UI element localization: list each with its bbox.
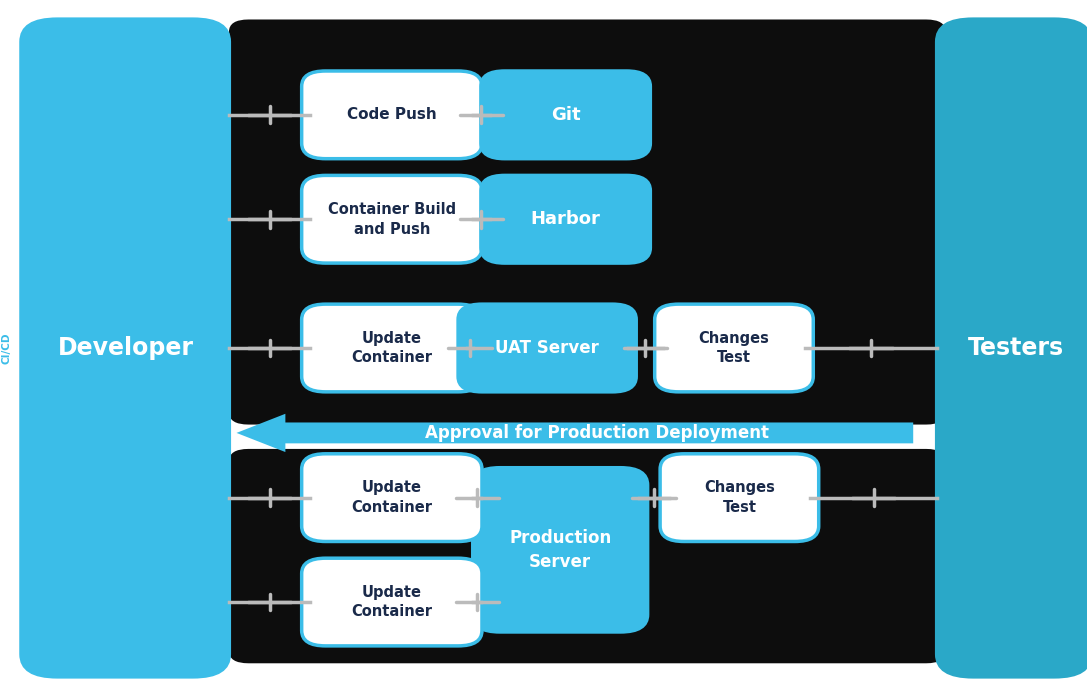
Text: Update
Container: Update Container: [351, 480, 433, 515]
Text: CI/CD: CI/CD: [1, 332, 11, 364]
Text: Update
Container: Update Container: [351, 585, 433, 619]
FancyBboxPatch shape: [480, 175, 650, 263]
Text: Git: Git: [551, 106, 580, 124]
Text: UAT Server: UAT Server: [496, 339, 599, 357]
FancyBboxPatch shape: [660, 454, 819, 541]
Text: Code Push: Code Push: [347, 107, 437, 122]
FancyBboxPatch shape: [302, 175, 482, 263]
FancyBboxPatch shape: [458, 304, 636, 392]
Text: Testers: Testers: [969, 336, 1064, 360]
FancyBboxPatch shape: [20, 17, 232, 679]
FancyBboxPatch shape: [302, 71, 482, 159]
FancyBboxPatch shape: [302, 304, 482, 392]
Polygon shape: [237, 413, 913, 452]
FancyBboxPatch shape: [302, 558, 482, 646]
Text: Production
Server: Production Server: [509, 529, 611, 571]
FancyBboxPatch shape: [480, 71, 650, 159]
Text: Developer: Developer: [58, 336, 193, 360]
FancyBboxPatch shape: [302, 454, 482, 541]
FancyBboxPatch shape: [473, 468, 648, 632]
Text: Update
Container: Update Container: [351, 331, 433, 365]
Text: Changes
Test: Changes Test: [699, 331, 770, 365]
FancyBboxPatch shape: [229, 19, 946, 425]
FancyBboxPatch shape: [654, 304, 813, 392]
Text: Harbor: Harbor: [530, 210, 600, 228]
Text: Changes
Test: Changes Test: [704, 480, 775, 515]
Text: Approval for Production Deployment: Approval for Production Deployment: [425, 424, 769, 442]
FancyBboxPatch shape: [229, 449, 946, 663]
FancyBboxPatch shape: [935, 17, 1087, 679]
Text: Container Build
and Push: Container Build and Push: [328, 202, 455, 237]
